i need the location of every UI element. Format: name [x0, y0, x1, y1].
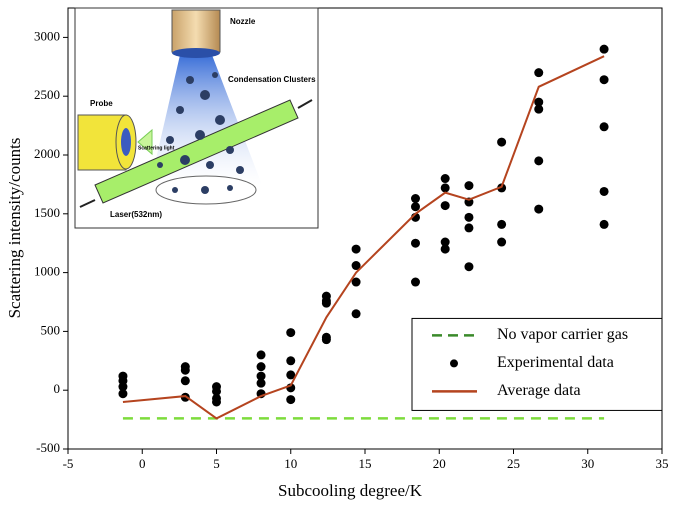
y-tick-label: 1500: [34, 205, 60, 220]
scatter-arrow: [137, 128, 153, 156]
x-tick-label: 35: [656, 456, 669, 471]
data-point: [180, 365, 190, 375]
data-point: [256, 371, 266, 381]
data-point: [599, 44, 609, 54]
data-point: [410, 194, 420, 204]
inset-label: Probe: [90, 99, 113, 108]
data-point: [440, 201, 450, 211]
data-point: [440, 183, 450, 193]
data-point: [497, 137, 507, 147]
x-tick-label: 10: [284, 456, 297, 471]
data-point: [351, 244, 361, 254]
data-point: [464, 262, 474, 272]
data-point: [351, 309, 361, 319]
inset-label: Nozzle: [230, 17, 256, 26]
data-point: [256, 350, 266, 360]
data-point: [256, 378, 266, 388]
x-tick-label: -5: [63, 456, 74, 471]
data-point: [286, 395, 296, 405]
nozzle: [171, 9, 221, 53]
x-tick-label: 20: [433, 456, 446, 471]
data-point: [534, 97, 544, 107]
data-point: [118, 389, 128, 399]
x-tick-label: 25: [507, 456, 520, 471]
x-tick-label: 30: [581, 456, 594, 471]
inset-label: Scattering light: [138, 145, 175, 151]
arrow: [79, 199, 96, 208]
data-point: [410, 202, 420, 212]
data-point: [534, 104, 544, 114]
data-point: [440, 244, 450, 254]
data-point: [464, 223, 474, 233]
y-tick-label: 2500: [34, 87, 60, 102]
y-tick-label: 2000: [34, 146, 60, 161]
x-tick-label: 5: [213, 456, 220, 471]
data-point: [286, 356, 296, 366]
data-point: [534, 68, 544, 78]
legend-label: No vapor carrier gas: [497, 326, 628, 343]
data-point: [534, 156, 544, 166]
data-point: [440, 237, 450, 247]
legend-marker: [450, 359, 458, 368]
x-tick-label: 0: [139, 456, 146, 471]
data-point: [321, 335, 331, 345]
data-point: [410, 277, 420, 287]
data-point: [286, 370, 296, 380]
data-point: [212, 397, 221, 407]
data-point: [410, 238, 420, 248]
data-point: [497, 219, 507, 229]
data-point: [599, 75, 609, 85]
data-point: [534, 204, 544, 214]
legend-label: Experimental data: [497, 354, 614, 371]
series-line: [122, 55, 605, 420]
data-point: [497, 183, 507, 193]
y-tick-label: 0: [54, 381, 61, 396]
probe-lens: [121, 128, 131, 156]
inset-label: Laser(532nm): [110, 210, 162, 219]
y-tick-label: 3000: [34, 28, 60, 43]
y-tick-label: 500: [41, 322, 61, 337]
data-point: [351, 261, 361, 271]
data-point: [497, 237, 507, 247]
y-tick-label: -500: [36, 440, 60, 455]
x-tick-label: 15: [359, 456, 372, 471]
data-point: [464, 212, 474, 222]
data-point: [180, 376, 190, 386]
arrow: [297, 99, 313, 109]
data-point: [212, 386, 221, 396]
laser: [94, 99, 299, 204]
data-point: [256, 362, 266, 372]
y-tick-label: 1000: [34, 264, 60, 279]
data-point: [599, 122, 609, 132]
data-point: [599, 186, 609, 196]
inset-label: Condensation Clusters: [228, 75, 316, 84]
nozzle-tip: [172, 48, 220, 58]
data-point: [351, 277, 361, 287]
y-axis-label: Scattering intensity/counts: [5, 138, 24, 319]
data-point: [440, 174, 450, 184]
data-point: [599, 219, 609, 229]
data-point: [464, 181, 474, 191]
inset-diagram: Nozzle Condensation Clusters Probe Scatt…: [74, 7, 319, 229]
data-point: [286, 328, 296, 338]
data-point: [118, 382, 128, 392]
data-point: [321, 298, 331, 308]
x-axis-label: Subcooling degree/K: [278, 481, 423, 500]
legend-label: Average data: [497, 382, 581, 399]
